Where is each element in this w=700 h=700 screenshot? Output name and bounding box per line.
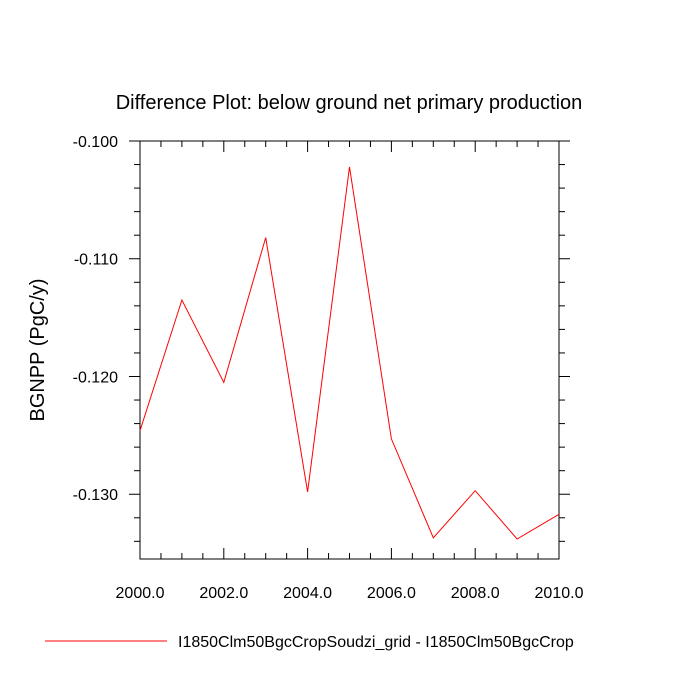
x-tick-label: 2006.0	[367, 585, 416, 602]
x-tick-label: 2002.0	[199, 585, 248, 602]
y-tick-label: -0.120	[73, 369, 118, 386]
series-line	[139, 166, 560, 540]
axes	[139, 140, 560, 560]
plot-frame	[139, 140, 560, 560]
y-tick-labels: -0.100 -0.110 -0.120 -0.130	[73, 134, 118, 504]
x-tick-labels: 2000.0 2002.0 2004.0 2006.0 2008.0 2010.0	[116, 585, 584, 602]
chart-title: Difference Plot: below ground net primar…	[116, 92, 583, 114]
y-axis-label: BGNPP (PgC/y)	[27, 279, 49, 422]
y-tick-label: -0.100	[73, 134, 118, 151]
x-tick-label: 2008.0	[451, 585, 500, 602]
legend-series-label: I1850Clm50BgcCropSoudzi_grid - I1850Clm5…	[178, 634, 574, 651]
tick-marks	[129, 140, 570, 559]
x-tick-label: 2010.0	[535, 585, 584, 602]
series-lines	[139, 166, 560, 540]
legend: I1850Clm50BgcCropSoudzi_grid - I1850Clm5…	[45, 634, 574, 651]
y-tick-label: -0.110	[74, 252, 118, 269]
x-tick-label: 2000.0	[116, 585, 165, 602]
x-tick-label: 2004.0	[283, 585, 332, 602]
y-tick-label: -0.130	[73, 487, 118, 504]
